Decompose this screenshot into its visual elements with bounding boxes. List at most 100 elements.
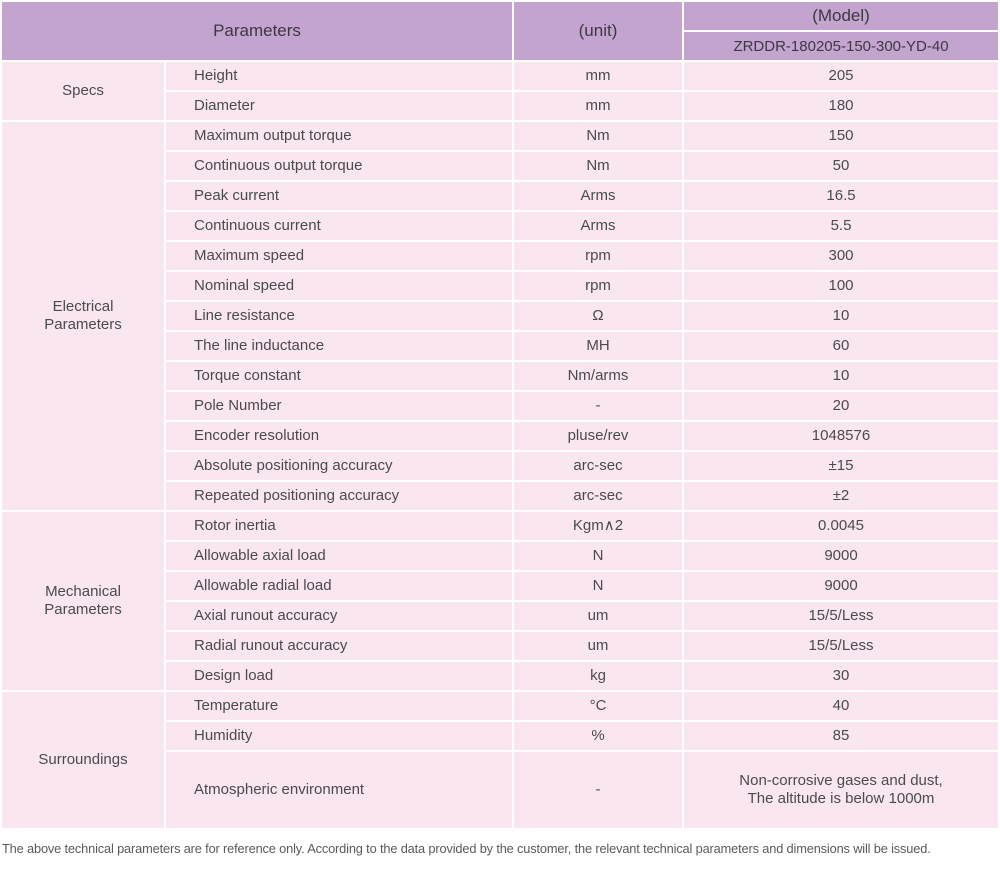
parameter-unit: rpm <box>514 242 682 270</box>
parameter-value: ±15 <box>684 452 998 480</box>
table-row: Nominal speed rpm 100 <box>2 272 998 300</box>
table-row: Allowable radial load N 9000 <box>2 572 998 600</box>
table-row: Radial runout accuracy um 15/5/Less <box>2 632 998 660</box>
table-row: Humidity% 85 <box>2 722 998 750</box>
model-number: ZRDDR-180205-150-300-YD-40 <box>684 32 998 60</box>
parameter-value: 50 <box>684 152 998 180</box>
group-label-specs: Specs <box>2 62 164 120</box>
parameter-name: Nominal speed <box>166 272 512 300</box>
parameter-unit: - <box>514 752 682 828</box>
parameter-name: Axial runout accuracy <box>166 602 512 630</box>
parameter-name: Continuous output torque <box>166 152 512 180</box>
parameter-unit: - <box>514 392 682 420</box>
parameter-name: Rotor inertia <box>166 512 512 540</box>
parameter-name: Allowable radial load <box>166 572 512 600</box>
parameter-name: Humidity <box>166 722 512 750</box>
table-row: Pole Number -20 <box>2 392 998 420</box>
parameter-value: 15/5/Less <box>684 632 998 660</box>
parameter-unit: Nm <box>514 122 682 150</box>
parameter-value: 10 <box>684 362 998 390</box>
parameter-value: 5.5 <box>684 212 998 240</box>
parameter-value: 9000 <box>684 542 998 570</box>
parameter-unit: Nm <box>514 152 682 180</box>
table-row: Atmospheric environment - Non-corrosive ga… <box>2 752 998 828</box>
parameter-value: 16.5 <box>684 182 998 210</box>
parameter-value: ±2 <box>684 482 998 510</box>
table-row: Axial runout accuracy um 15/5/Less <box>2 602 998 630</box>
table-row: Encoder resolution pluse/rev 1048576 <box>2 422 998 450</box>
table-row: Peak current Arms 16.5 <box>2 182 998 210</box>
parameter-unit: mm <box>514 62 682 90</box>
header-row-2: ZRDDR-180205-150-300-YD-40 <box>2 32 998 60</box>
table-row: Diameter mm 180 <box>2 92 998 120</box>
parameter-name: Maximum speed <box>166 242 512 270</box>
parameter-name: The line inductance <box>166 332 512 360</box>
value-line: The altitude is below 1000m <box>747 790 935 807</box>
spec-table-body: Specs Height mm 205 Diameter mm 180 Electrical … <box>2 62 998 828</box>
header-row-1: Parameters (unit) (Model) <box>2 2 998 60</box>
parameter-value: 15/5/Less <box>684 602 998 630</box>
parameter-value: 10 <box>684 302 998 330</box>
footer-note: The above technical parameters are for r… <box>2 841 931 856</box>
parameter-name: Line resistance <box>166 302 512 330</box>
table-row: Continuous current Arms 5.5 <box>2 212 998 240</box>
table-row: Continuous output torque Nm 50 <box>2 152 998 180</box>
parameter-unit: Arms <box>514 182 682 210</box>
value-line: Non-corrosive gases and dust, <box>739 772 943 789</box>
unit-header: (unit) <box>514 2 682 60</box>
table-row: Line resistance Ω 10 <box>2 302 998 330</box>
parameter-value: 100 <box>684 272 998 300</box>
parameter-unit: rpm <box>514 272 682 300</box>
parameter-value: 40 <box>684 692 998 720</box>
parameter-name: Atmospheric environment <box>166 752 512 828</box>
parameter-value: 30 <box>684 662 998 690</box>
table-row: Maximum speed rpm 300 <box>2 242 998 270</box>
group-label-electrical-parameters: Electrical Parameters <box>2 122 164 510</box>
model-header: (Model) <box>684 2 998 30</box>
parameter-value: 1048576 <box>684 422 998 450</box>
parameter-name: Allowable axial load <box>166 542 512 570</box>
group-label-mechanical-parameters: Mechanical Parameters <box>2 512 164 690</box>
parameter-unit: mm <box>514 92 682 120</box>
table-row: The line inductance MH 60 <box>2 332 998 360</box>
parameter-name: Absolute positioning accuracy <box>166 452 512 480</box>
parameters-header: Parameters <box>2 2 512 60</box>
table-row: Electrical Parameters Maximum output torq… <box>2 122 998 510</box>
parameter-name: Encoder resolution <box>166 422 512 450</box>
parameter-name: Peak current <box>166 182 512 210</box>
parameter-value: 0.0045 <box>684 512 998 540</box>
parameter-value: 60 <box>684 332 998 360</box>
parameter-value: 300 <box>684 242 998 270</box>
table-row: Surroundings Temperature °C 40 <box>2 692 998 828</box>
parameter-unit: N <box>514 572 682 600</box>
parameter-value: 85 <box>684 722 998 750</box>
parameter-unit: Arms <box>514 212 682 240</box>
parameter-unit: % <box>514 722 682 750</box>
parameter-name: Radial runout accuracy <box>166 632 512 660</box>
parameter-value: 180 <box>684 92 998 120</box>
parameter-value: 205 <box>684 62 998 90</box>
parameter-name: Maximum output torque <box>166 122 512 150</box>
parameter-unit: um <box>514 602 682 630</box>
table-row: Mechanical Parameters Rotor inertia Kgm∧2 0… <box>2 512 998 690</box>
table-row: Repeated positioning accuracy arc-sec ±2 <box>2 482 998 510</box>
parameter-unit: kg <box>514 662 682 690</box>
parameter-value: 20 <box>684 392 998 420</box>
parameter-unit: N <box>514 542 682 570</box>
parameter-value: 9000 <box>684 572 998 600</box>
spec-table-header: Parameters (unit) (Model) ZRDDR-180205-1… <box>2 2 998 60</box>
parameter-name: Continuous current <box>166 212 512 240</box>
parameter-unit: arc-sec <box>514 452 682 480</box>
table-row: Absolute positioning accuracy arc-sec ±15 <box>2 452 998 480</box>
parameter-unit: Nm/arms <box>514 362 682 390</box>
table-row: Design load kg 30 <box>2 662 998 690</box>
parameter-name: Pole Number <box>166 392 512 420</box>
parameter-value: 150 <box>684 122 998 150</box>
parameter-unit: Ω <box>514 302 682 330</box>
parameter-unit: MH <box>514 332 682 360</box>
parameter-name: Diameter <box>166 92 512 120</box>
parameter-unit: pluse/rev <box>514 422 682 450</box>
parameter-unit: um <box>514 632 682 660</box>
spec-table: Parameters (unit) (Model) ZRDDR-180205-1… <box>0 0 1000 830</box>
